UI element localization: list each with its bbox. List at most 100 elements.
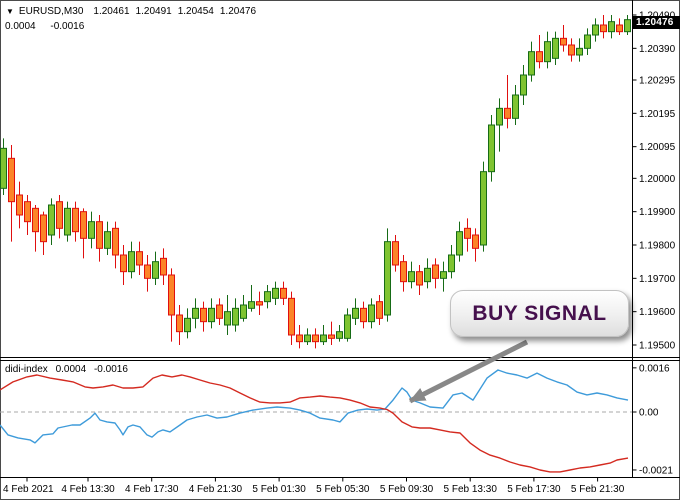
price-tick-label: 1.20095 bbox=[639, 142, 676, 153]
pane-borders bbox=[0, 0, 680, 478]
candle-body bbox=[592, 24, 599, 36]
chart-header: ▼ EURUSD,M30 1.20461 1.20491 1.20454 1.2… bbox=[6, 5, 262, 17]
candle-body bbox=[576, 47, 583, 56]
candle-body bbox=[384, 241, 391, 316]
candle-body bbox=[264, 291, 271, 303]
candle-body bbox=[200, 307, 207, 323]
candle-body bbox=[144, 264, 151, 279]
time-tick-label: 5 Feb 09:30 bbox=[380, 484, 434, 495]
candle-body bbox=[536, 51, 543, 63]
didi-value-1: 0.0004 bbox=[5, 21, 36, 32]
candle-body bbox=[24, 201, 31, 223]
candle-body bbox=[16, 194, 23, 216]
candle-body bbox=[80, 211, 87, 239]
buy-signal-arrow[interactable] bbox=[408, 339, 529, 404]
price-tick-label: 1.19700 bbox=[639, 274, 676, 285]
candle-body bbox=[608, 21, 615, 33]
candle-body bbox=[120, 254, 127, 273]
candle-body bbox=[568, 44, 575, 56]
candle-body bbox=[56, 201, 63, 229]
candle-body bbox=[304, 334, 311, 343]
candle-body bbox=[448, 254, 455, 273]
candle-body bbox=[216, 304, 223, 319]
price-tick-label: 1.19900 bbox=[639, 207, 676, 218]
candle-body bbox=[528, 51, 535, 76]
ohlc-high: 1.20491 bbox=[135, 5, 172, 17]
candle-body bbox=[232, 307, 239, 326]
candle-body bbox=[8, 157, 15, 203]
price-tick-label: 1.20390 bbox=[639, 44, 676, 55]
candle-body bbox=[312, 334, 319, 343]
candle-body bbox=[136, 251, 143, 266]
ohlc-open: 1.20461 bbox=[93, 5, 130, 17]
symbol-period-label: EURUSD,M30 bbox=[18, 5, 84, 17]
didi-blue-line bbox=[0, 369, 629, 444]
candle-body bbox=[72, 207, 79, 233]
candle-body bbox=[336, 331, 343, 339]
price-tick-label: 1.20000 bbox=[639, 174, 676, 185]
candle-body bbox=[296, 334, 303, 343]
indicator-tick-label: 0.00 bbox=[639, 408, 659, 419]
candle-body bbox=[344, 314, 351, 339]
candle-body bbox=[368, 304, 375, 323]
candlesticks bbox=[0, 15, 631, 349]
candle-body bbox=[272, 287, 279, 299]
candle-body bbox=[496, 107, 503, 126]
buy-signal-annotation[interactable]: BUY SIGNAL bbox=[450, 290, 629, 337]
candle-body bbox=[48, 204, 55, 236]
candle-body bbox=[320, 334, 327, 343]
indicator-values-overlay: 0.0004 -0.0016 bbox=[5, 21, 96, 32]
candle-body bbox=[64, 207, 71, 236]
indicator-value-2: -0.0016 bbox=[93, 364, 128, 375]
candle-body bbox=[328, 334, 335, 339]
indicator-pane: 0.0016 0.00 -0.0021 bbox=[0, 363, 673, 476]
candle-body bbox=[128, 251, 135, 273]
didi-red-line bbox=[0, 374, 629, 473]
down-triangle-icon: ▼ bbox=[6, 6, 14, 16]
candle-body bbox=[248, 301, 255, 309]
ohlc-close: 1.20476 bbox=[219, 5, 257, 17]
candle-body bbox=[552, 37, 559, 59]
indicator-tick-label: 0.0016 bbox=[639, 363, 670, 374]
time-tick-label: 5 Feb 21:30 bbox=[571, 484, 625, 495]
candle-body bbox=[424, 267, 431, 283]
candle-body bbox=[544, 41, 551, 63]
time-tick-label: 4 Feb 13:30 bbox=[61, 484, 115, 495]
candle-body bbox=[520, 74, 527, 96]
time-axis: 4 Feb 2021 4 Feb 13:30 4 Feb 17:30 4 Feb 21… bbox=[3, 478, 625, 495]
current-price-tag: 1.20476 bbox=[633, 16, 680, 29]
candle-body bbox=[32, 207, 39, 233]
time-tick-label: 4 Feb 2021 bbox=[3, 484, 54, 495]
candle-body bbox=[624, 19, 631, 33]
candle-body bbox=[440, 271, 447, 279]
time-tick-label: 5 Feb 01:30 bbox=[252, 484, 306, 495]
candle-body bbox=[560, 37, 567, 46]
candle-body bbox=[256, 301, 263, 306]
time-tick-label: 5 Feb 13:30 bbox=[444, 484, 498, 495]
candle-body bbox=[104, 231, 111, 249]
candle-body bbox=[208, 307, 215, 323]
candle-body bbox=[512, 94, 519, 119]
candle-body bbox=[0, 147, 7, 189]
candle-body bbox=[464, 227, 471, 239]
candle-body bbox=[584, 34, 591, 49]
time-tick-label: 5 Feb 05:30 bbox=[316, 484, 370, 495]
price-tick-label: 1.20195 bbox=[639, 109, 676, 120]
ohlc-low: 1.20454 bbox=[177, 5, 214, 17]
candle-body bbox=[224, 311, 231, 326]
price-tick-label: 1.19600 bbox=[639, 307, 676, 318]
candle-body bbox=[240, 304, 247, 319]
candle-body bbox=[480, 171, 487, 246]
candle-body bbox=[40, 214, 47, 243]
time-tick-label: 5 Feb 17:30 bbox=[507, 484, 561, 495]
indicator-name-label: didi-index bbox=[5, 364, 48, 375]
price-tick-label: 1.19800 bbox=[639, 240, 676, 251]
candle-body bbox=[616, 24, 623, 33]
candle-body bbox=[112, 227, 119, 256]
candle-body bbox=[360, 307, 367, 323]
candle-body bbox=[376, 301, 383, 319]
candle-body bbox=[504, 107, 511, 119]
candle-body bbox=[192, 307, 199, 319]
